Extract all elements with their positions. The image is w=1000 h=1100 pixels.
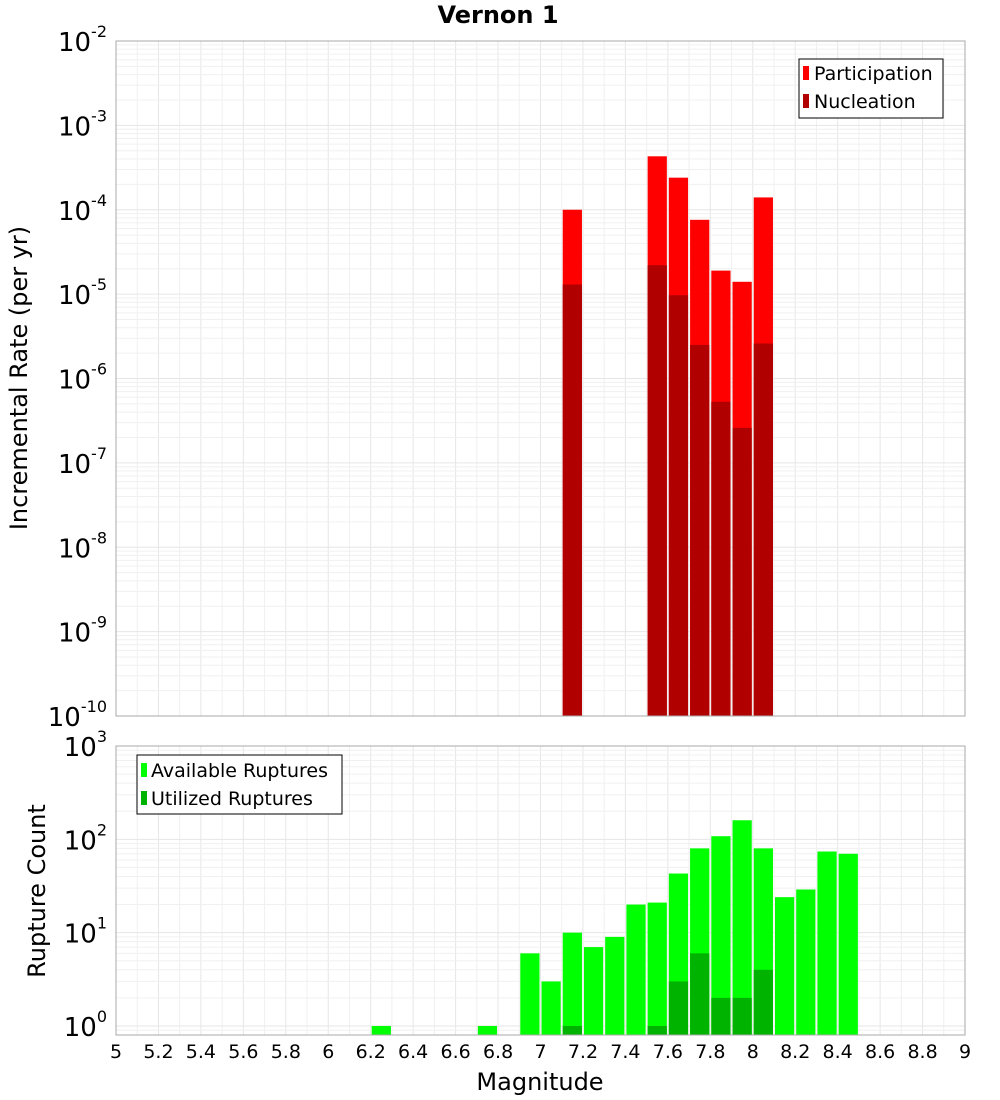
bar-available-ruptures-7-35 <box>605 936 625 1035</box>
x-tick-label: 8.6 <box>865 1041 895 1063</box>
x-tick-label: 5.8 <box>271 1041 301 1063</box>
x-tick-label: 7.8 <box>695 1041 725 1063</box>
legend-swatch-utilized <box>141 791 147 805</box>
x-tick-label: 6.6 <box>440 1041 470 1063</box>
rate-panel: 10-10 10-9 10-8 10-7 10-6 10-5 10-4 10-3 10-2 In… <box>5 22 966 733</box>
count-plot-frame <box>115 745 966 1036</box>
count-legend: Available Ruptures Utilized Ruptures <box>136 754 343 815</box>
bar-nucleation-7-85 <box>711 401 731 716</box>
x-tick-label: 7.4 <box>610 1041 640 1063</box>
x-tick-label: 7 <box>534 1041 546 1063</box>
bar-nucleation-8-05 <box>753 343 773 716</box>
bar-nucleation-7-75 <box>690 344 710 716</box>
bar-utilized-ruptures-7-65 <box>668 981 689 1035</box>
bar-available-ruptures-7-95 <box>732 820 752 1035</box>
y-tick-label: 100 <box>64 1007 107 1043</box>
y-tick-label: 102 <box>64 820 107 856</box>
x-tick-label: 8 <box>747 1041 759 1063</box>
x-tick-label: 7.6 <box>653 1041 683 1063</box>
bar-available-ruptures-7-25 <box>583 947 604 1035</box>
x-tick-label: 5 <box>110 1041 122 1063</box>
legend-label-participation: Participation <box>814 63 933 85</box>
count-panel: 100 101 102 103 5 5.2 5.4 5.6 5.8 6 6.2 6.4 6.6 6.8 7… <box>23 727 971 1096</box>
y-tick-label: 10-7 <box>58 444 107 480</box>
y-tick-label: 10-8 <box>58 528 107 564</box>
bar-available-ruptures-6-25 <box>371 1025 391 1035</box>
bar-utilized-ruptures-7-15 <box>562 1025 582 1035</box>
count-y-ticks: 100 101 102 103 <box>64 727 107 1043</box>
bar-nucleation-7-65 <box>668 295 689 716</box>
bar-available-ruptures-8-45 <box>838 853 858 1035</box>
bar-nucleation-7-55 <box>647 265 667 716</box>
count-legend-box <box>136 754 343 815</box>
x-axis-label: Magnitude <box>476 1068 603 1096</box>
bar-nucleation-7-95 <box>732 427 752 716</box>
bar-available-ruptures-7-45 <box>626 904 646 1035</box>
bar-available-ruptures-6-95 <box>520 953 540 1035</box>
y-tick-label: 10-3 <box>58 106 107 142</box>
rate-bars <box>562 156 773 717</box>
y-tick-label: 101 <box>64 914 107 950</box>
legend-swatch-available <box>141 763 147 777</box>
x-tick-label: 6 <box>322 1041 334 1063</box>
x-tick-label: 9 <box>959 1041 971 1063</box>
x-ticks: 5 5.2 5.4 5.6 5.8 6 6.2 6.4 6.6 6.8 7 7.2 7.4 7.6 7.8 8… <box>110 1041 971 1063</box>
legend-label-nucleation: Nucleation <box>814 91 916 113</box>
legend-label-utilized: Utilized Ruptures <box>151 788 313 810</box>
x-tick-label: 5.6 <box>228 1041 258 1063</box>
bar-utilized-ruptures-7-55 <box>647 1025 667 1035</box>
y-tick-label: 10-9 <box>58 613 107 649</box>
rate-legend: Participation Nucleation <box>798 58 944 119</box>
x-tick-label: 5.2 <box>143 1041 173 1063</box>
chart-title: Vernon 1 <box>437 1 558 29</box>
x-tick-label: 8.2 <box>780 1041 810 1063</box>
x-tick-label: 5.4 <box>186 1041 216 1063</box>
y-tick-label: 10-10 <box>48 697 107 733</box>
bar-available-ruptures-6-75 <box>477 1025 498 1035</box>
bar-utilized-ruptures-7-85 <box>711 997 731 1035</box>
rate-y-ticks: 10-10 10-9 10-8 10-7 10-6 10-5 10-4 10-3 10-2 <box>48 22 107 733</box>
rate-gridlines <box>115 40 966 717</box>
bar-available-ruptures-7-55 <box>647 902 667 1035</box>
y-tick-label: 10-4 <box>58 191 107 227</box>
rate-legend-box <box>798 58 944 119</box>
y-tick-label: 10-5 <box>58 275 107 311</box>
x-tick-label: 8.4 <box>823 1041 853 1063</box>
bar-utilized-ruptures-7-75 <box>690 953 710 1035</box>
bar-utilized-ruptures-7-95 <box>732 997 752 1035</box>
x-tick-label: 6.2 <box>356 1041 386 1063</box>
bar-available-ruptures-8-35 <box>817 851 837 1035</box>
bar-available-ruptures-7-05 <box>541 981 561 1035</box>
x-tick-label: 6.8 <box>483 1041 513 1063</box>
count-y-axis-label: Rupture Count <box>23 804 51 978</box>
legend-swatch-nucleation <box>803 94 809 108</box>
x-tick-label: 6.4 <box>398 1041 428 1063</box>
y-tick-label: 103 <box>64 727 107 763</box>
legend-label-available: Available Ruptures <box>151 760 328 782</box>
y-tick-label: 10-6 <box>58 360 107 396</box>
bar-nucleation-7-15 <box>562 284 582 716</box>
bar-available-ruptures-8-25 <box>796 889 816 1035</box>
x-tick-label: 7.2 <box>568 1041 598 1063</box>
bar-utilized-ruptures-8-05 <box>753 969 773 1035</box>
x-tick-label: 8.8 <box>907 1041 937 1063</box>
rate-plot-frame <box>115 40 966 717</box>
bar-available-ruptures-8-15 <box>774 897 795 1035</box>
bar-available-ruptures-7-85 <box>711 836 731 1035</box>
rate-y-axis-label: Incremental Rate (per yr) <box>5 226 33 530</box>
bar-available-ruptures-7-15 <box>562 932 582 1035</box>
legend-swatch-participation <box>803 66 809 80</box>
count-bars <box>371 820 858 1035</box>
y-tick-label: 10-2 <box>58 22 107 58</box>
